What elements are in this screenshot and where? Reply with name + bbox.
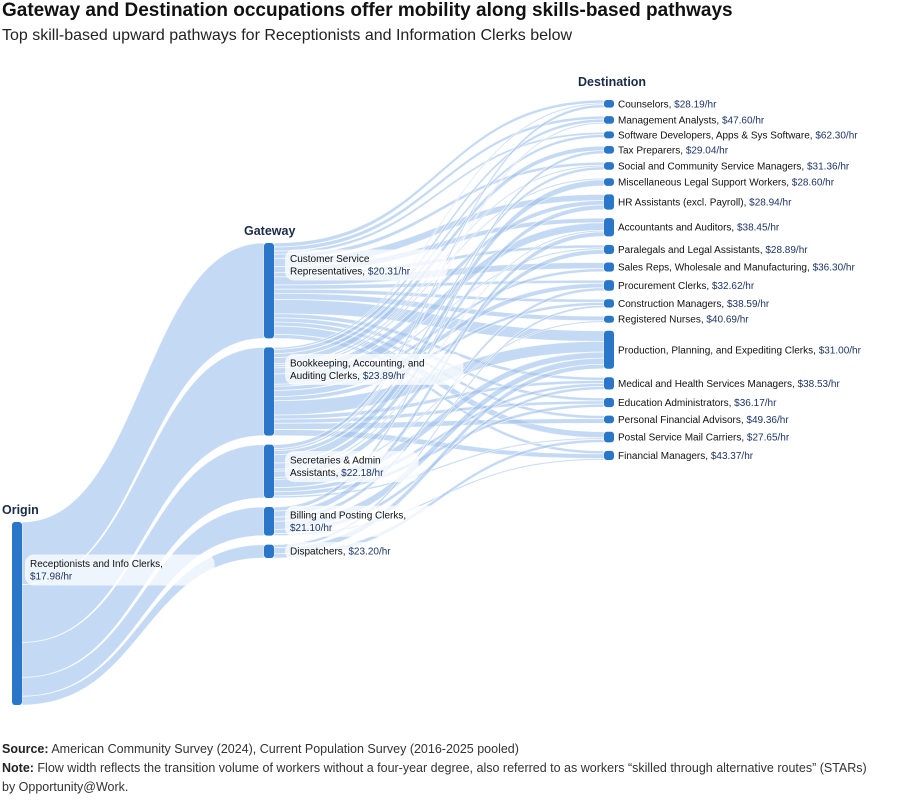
destination-label: Accountants and Auditors, $38.45/hr: [618, 223, 780, 234]
destination-label: Medical and Health Services Managers, $3…: [618, 379, 840, 390]
destination-label: Education Administrators, $36.17/hr: [618, 398, 777, 409]
column-header-destination: Destination: [578, 75, 646, 89]
node-d19[interactable]: [604, 450, 614, 460]
node-d2[interactable]: [604, 116, 614, 124]
destination-label: Financial Managers, $43.37/hr: [618, 451, 754, 462]
note-text: Flow width reflects the transition volum…: [2, 761, 867, 794]
destination-label: Construction Managers, $38.59/hr: [618, 299, 770, 310]
chart-title: Gateway and Destination occupations offe…: [2, 0, 733, 21]
flow-link-g4-d4: [273, 150, 605, 512]
node-d15[interactable]: [604, 377, 614, 390]
nodes-layer: [12, 100, 614, 705]
flow-link-o1-g1: [21, 242, 265, 585]
node-d11[interactable]: [604, 280, 614, 291]
label-background: [285, 542, 425, 561]
note-label: Note:: [2, 761, 34, 775]
flow-link-o1-g5: [21, 544, 265, 706]
node-g4[interactable]: [264, 506, 274, 536]
node-d17[interactable]: [604, 415, 614, 424]
gateway-label: Billing and Posting Clerks, $21.10/hr: [290, 510, 406, 534]
node-d9[interactable]: [604, 244, 614, 254]
node-g3[interactable]: [264, 444, 274, 498]
destination-label: Paralegals and Legal Assistants, $28.89/…: [618, 245, 808, 256]
destination-label: Software Developers, Apps & Sys Software…: [618, 130, 858, 141]
node-d13[interactable]: [604, 315, 614, 323]
flow-link-o1-g4: [21, 506, 265, 697]
label-background: [285, 505, 458, 537]
label-background: [285, 353, 464, 385]
gateway-label: Bookkeeping, Accounting, and Auditing Cle…: [290, 358, 425, 382]
node-g1[interactable]: [264, 243, 274, 339]
destination-label: Tax Preparers, $29.04/hr: [618, 145, 729, 156]
node-d5[interactable]: [604, 162, 614, 170]
gateway-label: Dispatchers, $23.20/hr: [290, 547, 391, 558]
column-header-origin: Origin: [2, 503, 39, 517]
labels-layer: Receptionists and Info Clerks, $17.98/hr C…: [25, 99, 862, 586]
source-note: Source: American Community Survey (2024)…: [2, 740, 882, 759]
gateway-label: Customer Service Representatives, $20.31/…: [290, 254, 411, 278]
destination-label: Miscellaneous Legal Support Workers, $28…: [618, 178, 835, 189]
node-d6[interactable]: [604, 178, 614, 186]
node-o1[interactable]: [12, 522, 22, 705]
label-background: [25, 554, 215, 586]
node-d3[interactable]: [604, 131, 614, 139]
destination-label: Management Analysts, $47.60/hr: [618, 115, 765, 126]
links-layer: [21, 99, 605, 706]
flow-link-g3-d13: [273, 320, 605, 480]
source-text: American Community Survey (2024), Curren…: [48, 742, 519, 756]
column-header-gateway: Gateway: [244, 224, 295, 238]
flow-link-g2-d3: [273, 134, 605, 359]
destination-label: Postal Service Mail Carriers, $27.65/hr: [618, 433, 790, 444]
destination-label: Social and Community Service Managers, $…: [618, 161, 850, 172]
flow-link-g3-d7: [273, 204, 605, 470]
destination-label: Counselors, $28.19/hr: [618, 99, 717, 110]
node-g2[interactable]: [264, 347, 274, 436]
node-d1[interactable]: [604, 100, 614, 108]
destination-label: Registered Nurses, $40.69/hr: [618, 315, 749, 326]
node-d16[interactable]: [604, 397, 614, 408]
node-d14[interactable]: [604, 330, 614, 369]
chart-subtitle: Top skill-based upward pathways for Rece…: [2, 27, 573, 44]
flow-link-g5-d12: [273, 304, 605, 549]
node-d12[interactable]: [604, 299, 614, 308]
destination-label: Production, Planning, and Expediting Cle…: [618, 345, 862, 356]
node-g5[interactable]: [264, 544, 274, 558]
node-d10[interactable]: [604, 262, 614, 272]
node-d18[interactable]: [604, 431, 614, 443]
destination-label: Procurement Clerks, $32.62/hr: [618, 281, 755, 292]
destination-label: Sales Reps, Wholesale and Manufacturing,…: [618, 263, 855, 274]
node-d7[interactable]: [604, 194, 614, 210]
origin-label: Receptionists and Info Clerks, $17.98/hr: [30, 559, 163, 583]
label-background: [285, 249, 447, 281]
destination-label: HR Assistants (excl. Payroll), $28.94/hr: [618, 197, 792, 208]
gateway-label: Secretaries & Admin Assistants, $22.18/hr: [290, 456, 384, 480]
sankey-diagram: Receptionists and Info Clerks, $17.98/hr C…: [2, 75, 862, 706]
footnote: Note: Flow width reflects the transition…: [2, 759, 882, 797]
node-d8[interactable]: [604, 218, 614, 237]
source-label: Source:: [2, 742, 49, 756]
destination-label: Personal Financial Advisors, $49.36/hr: [618, 415, 789, 426]
node-d4[interactable]: [604, 146, 614, 154]
label-background: [285, 451, 419, 483]
